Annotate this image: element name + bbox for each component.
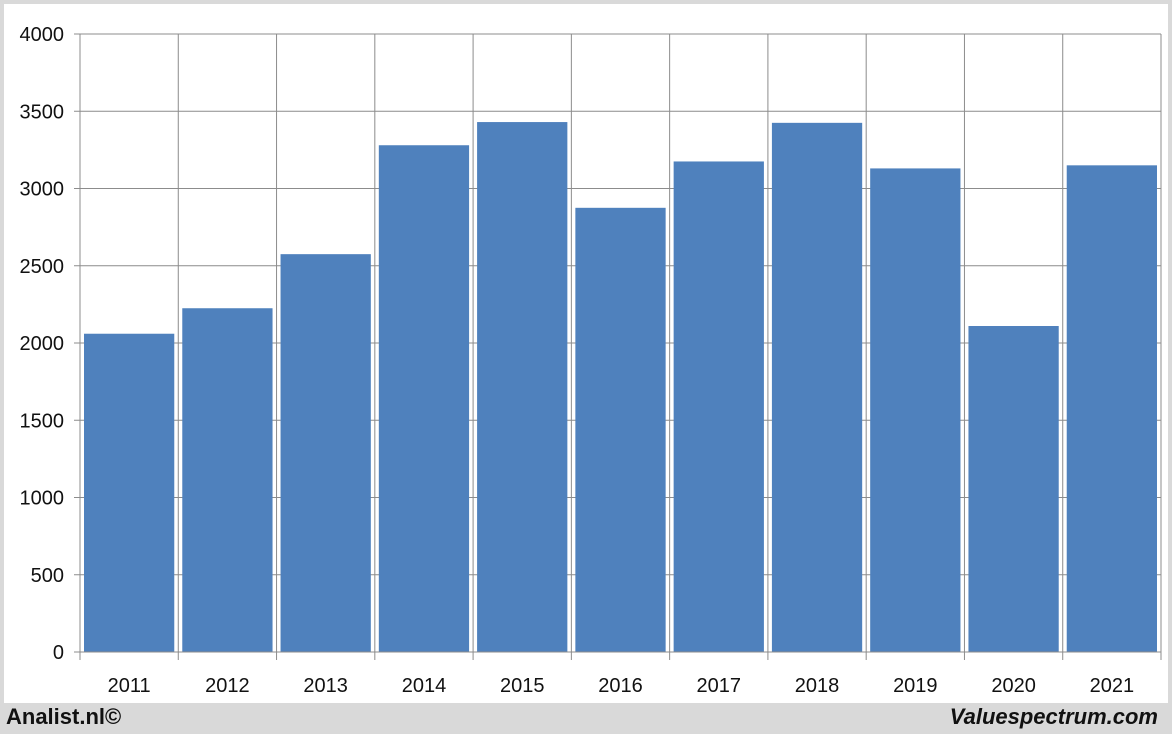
y-tick-label: 3500: [20, 101, 65, 123]
bar-2012: [182, 308, 273, 652]
bar-2013: [280, 254, 371, 652]
x-tick-label: 2012: [205, 675, 250, 697]
bar-2015: [477, 122, 568, 652]
x-tick-label: 2013: [303, 675, 348, 697]
y-tick-label: 1500: [20, 410, 65, 432]
x-tick-label: 2020: [991, 675, 1036, 697]
y-tick-label: 3000: [20, 179, 65, 201]
chart-area: 0 500 1000 1500 2000 2500 3000 3500 4000 2011 2012…: [4, 4, 1168, 703]
x-tick-label: 2015: [500, 675, 545, 697]
x-tick-label: 2016: [598, 675, 643, 697]
bar-2011: [84, 333, 175, 652]
bars: [84, 122, 1157, 653]
bar-2017: [673, 161, 764, 652]
x-tick-label: 2014: [402, 675, 447, 697]
x-tick-label: 2021: [1090, 675, 1135, 697]
x-tick-label: 2011: [108, 675, 151, 697]
footer-source-left: Analist.nl©: [6, 704, 122, 729]
tick-labels: 0 500 1000 1500 2000 2500 3000 3500 4000 2011 2012…: [20, 24, 1135, 697]
bar-2016: [575, 207, 666, 652]
y-tick-label: 500: [31, 565, 64, 587]
bar-2018: [771, 122, 863, 652]
y-tick-label: 0: [53, 642, 64, 664]
bar-chart: 0 500 1000 1500 2000 2500 3000 3500 4000 2011 2012…: [20, 24, 1162, 697]
y-tick-label: 2000: [20, 333, 65, 355]
bar-2019: [870, 168, 961, 653]
x-tick-label: 2019: [893, 675, 938, 697]
y-tick-label: 1000: [20, 488, 65, 510]
x-tick-label: 2017: [697, 675, 742, 697]
x-tick-label: 2018: [795, 675, 840, 697]
y-tick-label: 2500: [20, 256, 65, 278]
bar-2014: [378, 145, 470, 653]
axes: [74, 33, 1162, 660]
bar-2021: [1066, 165, 1157, 652]
bar-2020: [968, 326, 1059, 652]
footer-source-right: Valuespectrum.com: [949, 704, 1158, 729]
y-tick-label: 4000: [20, 24, 65, 46]
